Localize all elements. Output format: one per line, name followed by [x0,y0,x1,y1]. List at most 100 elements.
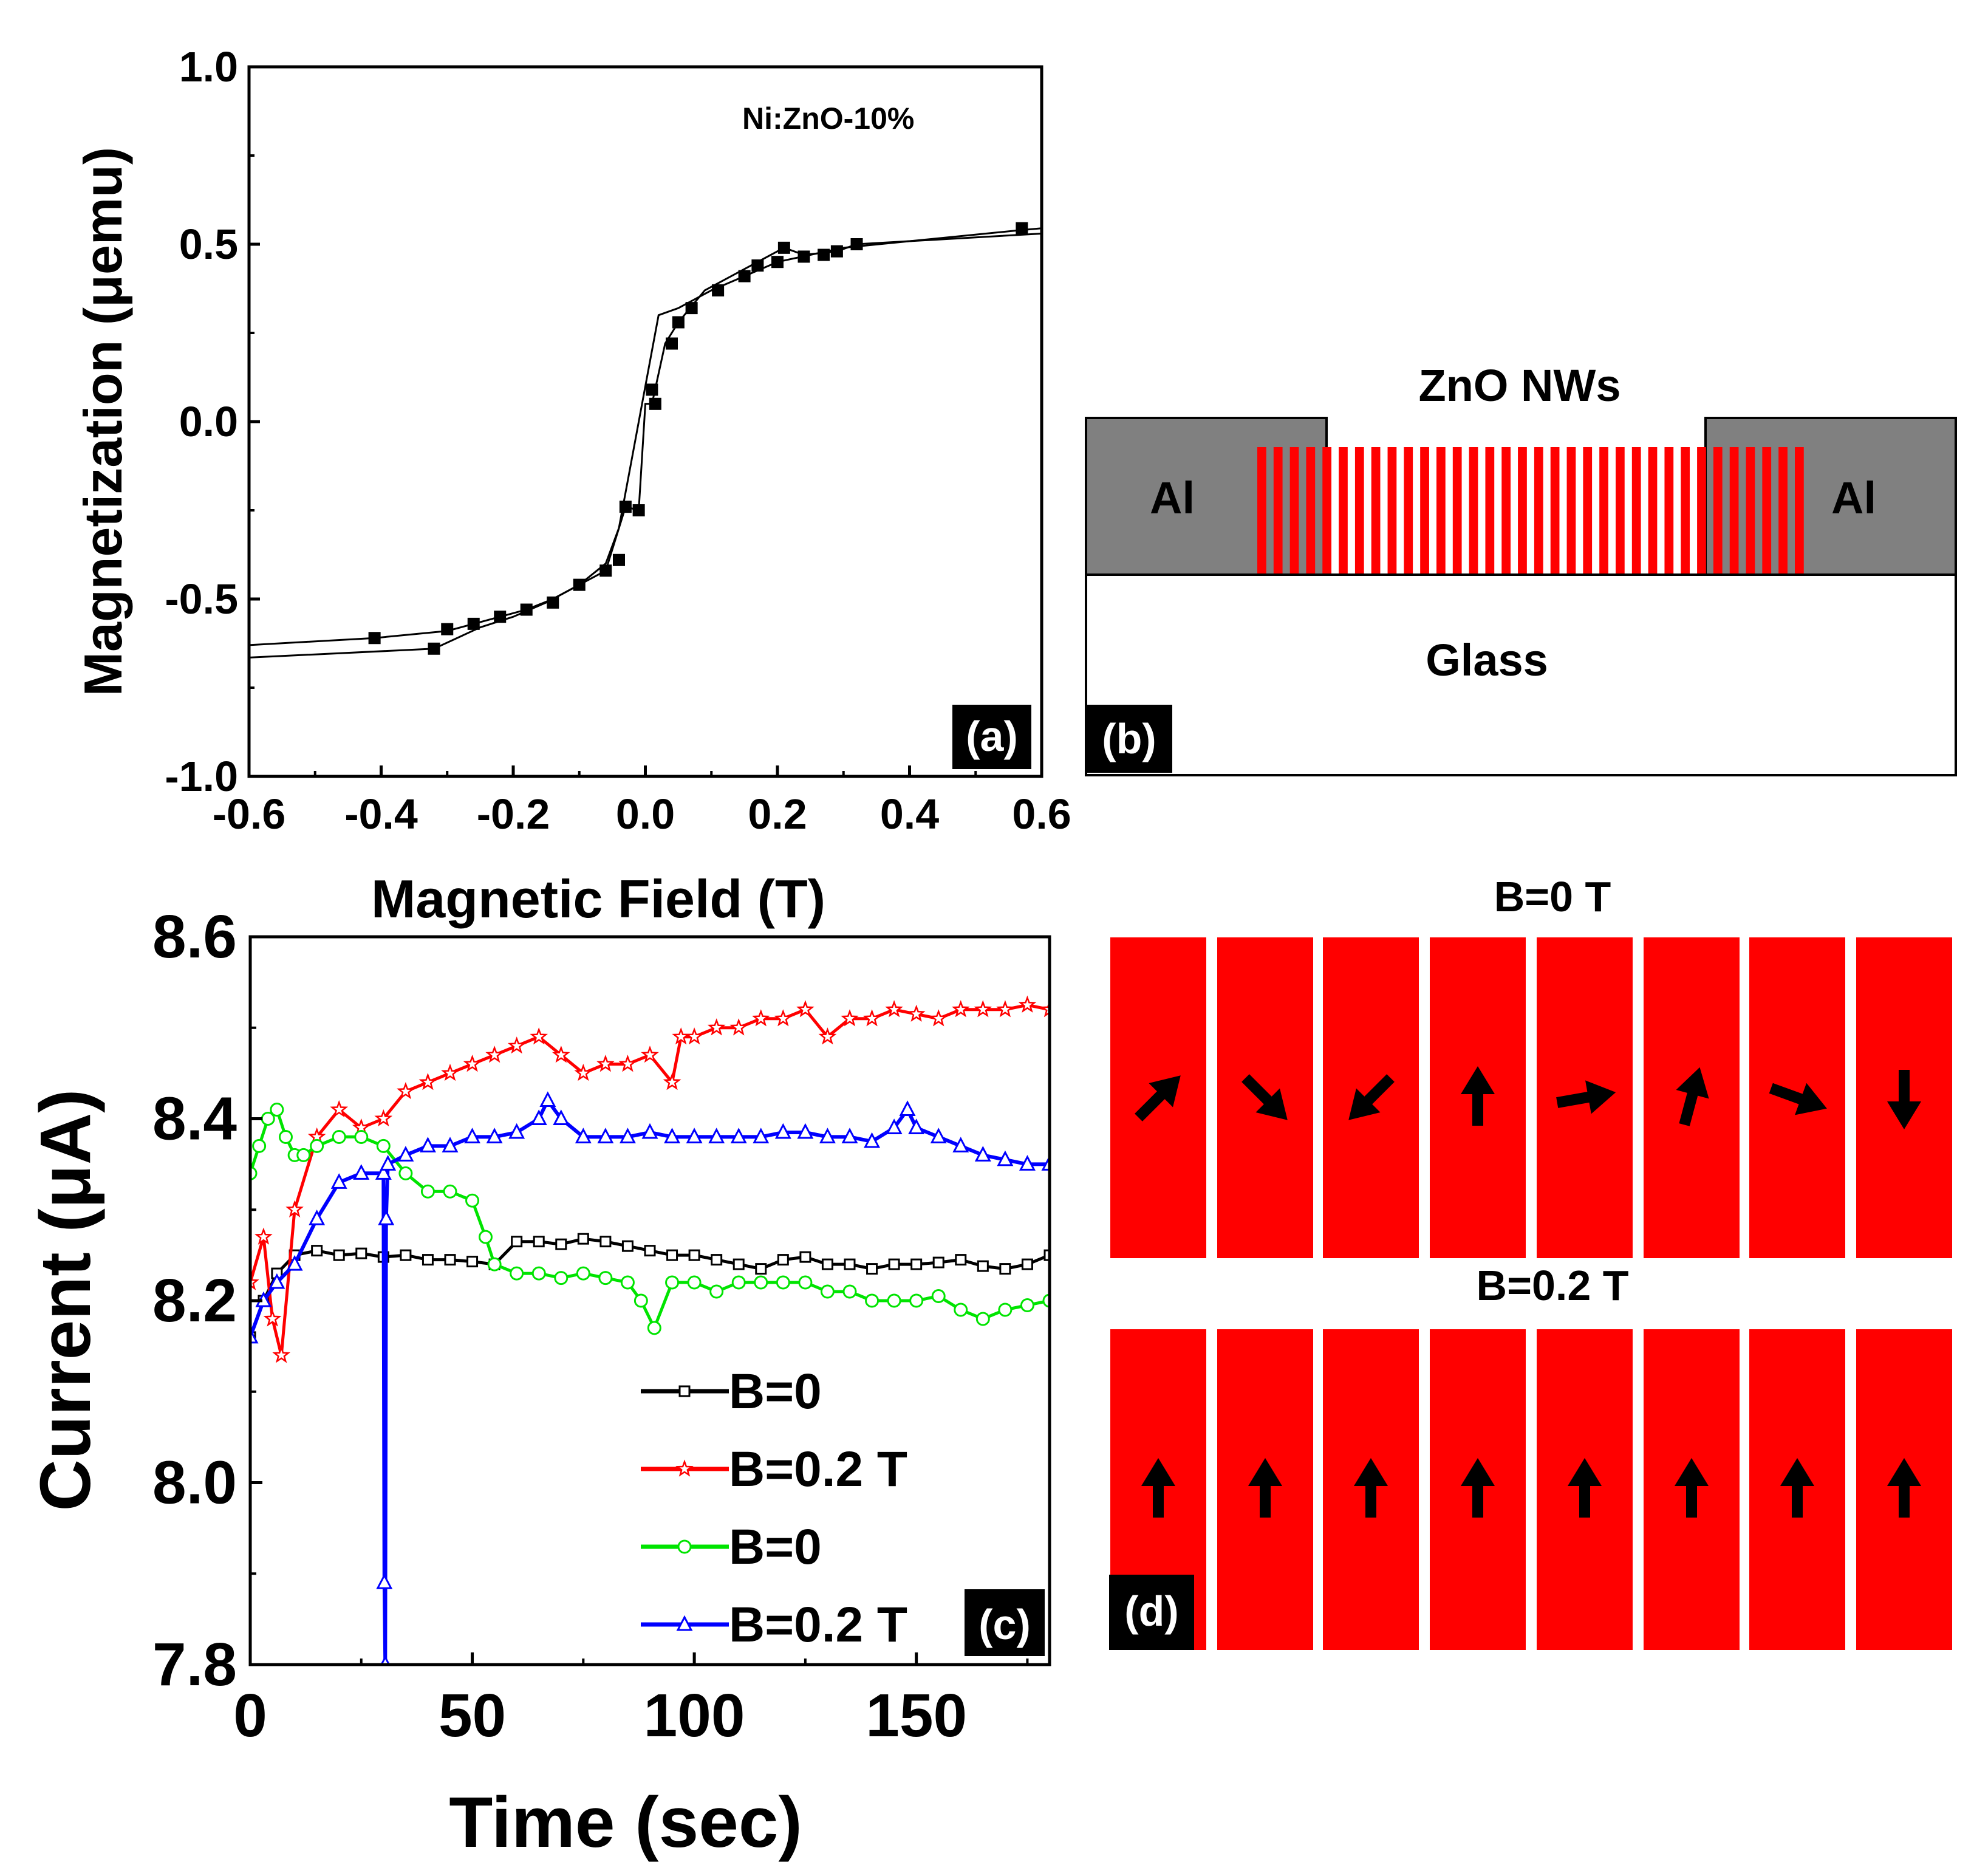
arrow-shaft [1241,1074,1273,1106]
data-point [619,501,632,513]
data-point [996,1000,1014,1018]
data-point [1041,1155,1050,1171]
nanowire [1664,447,1674,575]
data-point [685,302,698,315]
data-point [286,1255,303,1271]
data-point [1043,1249,1050,1261]
data-point [646,383,658,396]
spin-arrow-icon [1461,1458,1495,1518]
data-point [777,241,790,254]
data-point [252,1138,267,1153]
hysteresis-branch-upper [248,227,1042,646]
arrow-head [1780,1458,1814,1486]
data-point [1021,1258,1033,1270]
data-point [378,1209,395,1225]
data-point [574,1063,593,1081]
panel-a-hysteresis-chart: -0.6 -0.4 -0.2 0.0 0.2 0.4 0.6 -1.0 -0.5 0.0 0.5 1.… [73,43,1071,929]
data-point [954,1303,968,1317]
data-point [530,1109,547,1125]
spin-arrow-icon [1676,1067,1709,1126]
data-point [644,1245,656,1257]
x-tick-label: 0.2 [748,790,807,838]
nanowire [1387,447,1397,575]
left-contact-label: Al [1150,473,1195,523]
data-point [575,1128,592,1143]
data-point [443,1184,457,1199]
nanowire [1566,447,1576,575]
data-point [620,1275,635,1290]
nanowire [1746,447,1755,575]
data-point [998,1303,1013,1317]
data-point [799,1251,811,1263]
data-point [422,1254,434,1266]
data-point [910,1258,923,1270]
arrow-shaft [1556,1091,1591,1108]
series-4 [250,1091,1050,1665]
data-point [599,564,612,577]
spin-arrow-icon [1248,1458,1282,1518]
y-tick-label: -0.5 [165,575,238,623]
panel-d-label-box [1109,1575,1194,1650]
data-point [354,1129,369,1144]
arrow-shaft [1135,1090,1166,1121]
hysteresis-branch-lower [248,233,1042,659]
data-point [333,1249,345,1261]
data-point [463,1054,482,1072]
nanowire [1273,447,1283,575]
data-point [270,1103,284,1117]
panel-a-sample-annotation: Ni:ZnO-10% [742,101,914,135]
panel-d-label: (d) [1124,1587,1178,1635]
data-point [887,1293,901,1308]
data-point [420,1184,435,1199]
data-point [818,1027,837,1045]
nanowire [1420,447,1429,575]
data-point [753,1128,770,1143]
data-point [731,1275,746,1290]
data-point [751,1009,770,1027]
arrow-shaft [1363,1074,1395,1106]
nanowire [1550,447,1560,575]
data-point [441,1063,459,1081]
arrow-head [1795,1083,1827,1115]
right-contact-label: Al [1831,473,1876,523]
panel-a-y-axis-label: Magnetization (μemu) [73,147,133,697]
nanowire [1778,447,1788,575]
x-tick-label: 0.4 [880,790,939,838]
data-point [441,623,454,635]
data-point [400,1249,412,1261]
x-tick-label: 50 [439,1682,506,1750]
spin-arrow-icon [1568,1458,1602,1518]
data-point [330,1173,347,1189]
data-point [908,1118,925,1134]
data-point [487,1257,502,1272]
arrow-head [1585,1080,1616,1114]
nanowire [1583,447,1593,575]
data-point [730,1128,747,1143]
data-point [510,1266,524,1281]
nanowire-array [1257,447,1804,575]
data-point [596,1054,615,1072]
data-point [929,1009,948,1027]
substrate-label: Glass [1426,635,1548,685]
data-point [599,1236,612,1248]
data-point [997,1150,1014,1166]
nanowire [1729,447,1739,575]
data-point [707,1018,726,1036]
arrow-head [1675,1458,1709,1486]
data-point [520,603,533,616]
legend-label: B=0.2 T [729,1442,907,1497]
data-point [444,1254,456,1266]
nanowire [1713,447,1723,575]
data-point [1020,1298,1034,1312]
data-point [465,1193,480,1208]
data-point [888,1258,900,1270]
data-point [774,1123,791,1139]
data-point [686,1128,703,1143]
data-point [508,1123,525,1139]
arrow-shaft [1769,1083,1804,1105]
data-point [818,248,830,261]
spin-arrow-icon [1461,1066,1495,1126]
x-tick-label: -0.6 [213,790,286,838]
data-point [754,1275,768,1290]
data-point [632,504,645,516]
